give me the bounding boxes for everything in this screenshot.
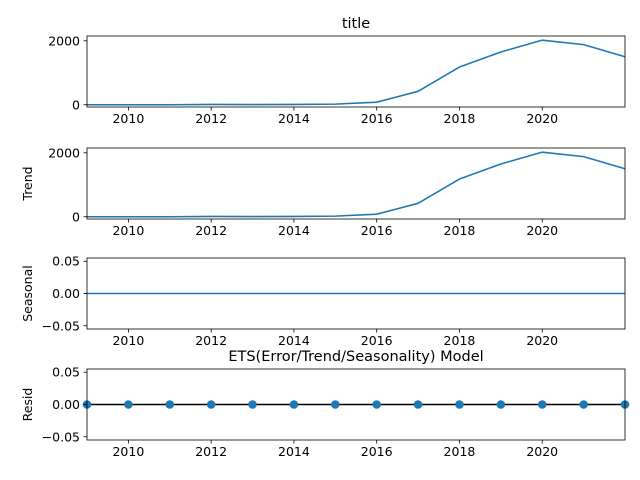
observed-series-line xyxy=(87,39,626,106)
resid-point xyxy=(372,400,381,409)
observed-xtick-label: 2012 xyxy=(195,111,227,126)
resid-ylabel: Resid xyxy=(20,388,35,422)
resid-title: ETS(Error/Trend/Seasonality) Model xyxy=(228,349,483,365)
observed-xtick-label: 2010 xyxy=(112,111,144,126)
resid-ytick-label: −0.05 xyxy=(42,429,80,444)
trend-xtick-label: 2012 xyxy=(195,223,227,238)
observed-title: title xyxy=(342,16,370,32)
seasonal-ytick-label: 0.00 xyxy=(52,286,80,301)
resid-point xyxy=(206,400,216,409)
resid-xtick-label: 2016 xyxy=(361,444,393,459)
trend-xtick-label: 2018 xyxy=(444,223,476,238)
seasonal-xtick-label: 2010 xyxy=(112,333,144,348)
resid-point xyxy=(289,400,299,409)
trend-xtick-label: 2010 xyxy=(112,223,144,238)
resid-point xyxy=(413,400,423,409)
resid-ytick-label: 0.00 xyxy=(52,397,80,412)
observed-xtick-label: 2014 xyxy=(278,111,310,126)
trend-xtick-label: 2014 xyxy=(278,223,310,238)
observed-xtick-label: 2016 xyxy=(361,111,393,126)
observed-axes-frame xyxy=(86,35,626,108)
trend-series-line xyxy=(87,151,626,218)
trend-xtick-label: 2020 xyxy=(526,223,558,238)
seasonal-xtick-label: 2012 xyxy=(195,333,227,348)
trend-ylabel: Trend xyxy=(20,166,35,201)
resid-point xyxy=(331,400,340,409)
seasonal-xtick-label: 2020 xyxy=(526,333,558,348)
resid-point xyxy=(455,400,464,409)
panel-observed: 2010 2012 2014 2016 2018 2020 0 2000 title xyxy=(48,16,626,126)
seasonal-xtick-label: 2014 xyxy=(278,333,310,348)
trend-ytick-label: 2000 xyxy=(48,145,80,160)
trend-ytick-label: 0 xyxy=(72,209,80,224)
seasonal-ytick-label: −0.05 xyxy=(42,318,80,333)
panel-resid: 2010 2012 2014 2016 2018 2020 −0.05 0.00 0.05 Res… xyxy=(20,349,630,459)
observed-ytick-label: 0 xyxy=(72,97,80,112)
resid-xtick-label: 2020 xyxy=(526,444,558,459)
resid-point xyxy=(165,400,175,409)
seasonal-xtick-label: 2016 xyxy=(361,333,393,348)
observed-xtick-label: 2020 xyxy=(526,111,558,126)
panel-trend: 2010 2012 2014 2016 2018 2020 0 2000 Trend xyxy=(20,145,626,238)
resid-point xyxy=(124,400,133,409)
trend-xtick-label: 2016 xyxy=(361,223,393,238)
resid-xtick-label: 2018 xyxy=(444,444,476,459)
observed-ytick-label: 2000 xyxy=(48,33,80,48)
seasonal-xtick-label: 2018 xyxy=(444,333,476,348)
resid-point xyxy=(579,400,588,409)
resid-xtick-label: 2012 xyxy=(195,444,227,459)
trend-axes-frame xyxy=(86,147,626,220)
resid-xtick-label: 2014 xyxy=(278,444,310,459)
panel-seasonal: 2010 2012 2014 2016 2018 2020 −0.05 0.00 0.05 Sea… xyxy=(20,254,626,348)
seasonal-ylabel: Seasonal xyxy=(20,265,35,322)
observed-xtick-label: 2018 xyxy=(444,111,476,126)
resid-point xyxy=(248,400,257,409)
resid-ytick-label: 0.05 xyxy=(52,365,80,380)
resid-xtick-label: 2010 xyxy=(112,444,144,459)
seasonal-ytick-label: 0.05 xyxy=(52,254,80,269)
resid-point xyxy=(496,400,506,409)
resid-point xyxy=(537,400,547,409)
